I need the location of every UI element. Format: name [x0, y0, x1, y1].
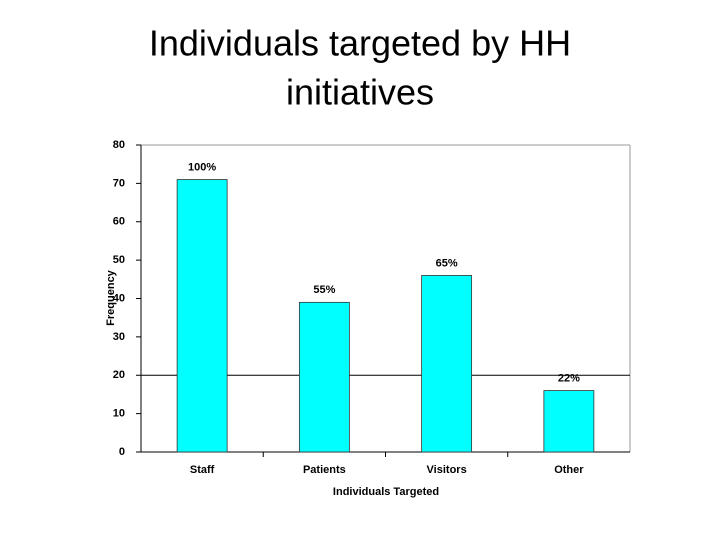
bar: [543, 390, 595, 453]
bar: [176, 179, 228, 453]
y-tick-label: 20: [113, 369, 125, 381]
x-tick-label: Other: [554, 464, 584, 476]
y-axis-label: Frequency: [105, 269, 117, 326]
bar-annotation: 100%: [188, 161, 216, 173]
y-tick-label: 0: [119, 446, 125, 458]
title-line2: initiatives: [286, 72, 434, 113]
bar-annotation: 55%: [313, 284, 335, 296]
x-tick-label: Staff: [190, 464, 215, 476]
y-tick-label: 70: [113, 177, 125, 189]
title-line1: Individuals targeted by HH: [149, 23, 571, 64]
y-tick-label: 80: [113, 139, 125, 151]
y-tick-label: 30: [113, 331, 125, 343]
bar-annotation: 22%: [558, 373, 580, 385]
bar: [298, 301, 350, 453]
x-tick-label: Patients: [303, 464, 346, 476]
x-axis-label: Individuals Targeted: [333, 486, 439, 498]
y-tick-label: 60: [113, 216, 125, 228]
y-tick-label: 50: [113, 254, 125, 266]
bar-annotation: 65%: [436, 257, 458, 269]
x-tick-label: Visitors: [427, 464, 467, 476]
y-tick-label: 10: [113, 408, 125, 420]
y-tick-label: 40: [113, 292, 125, 304]
bar: [421, 275, 473, 453]
